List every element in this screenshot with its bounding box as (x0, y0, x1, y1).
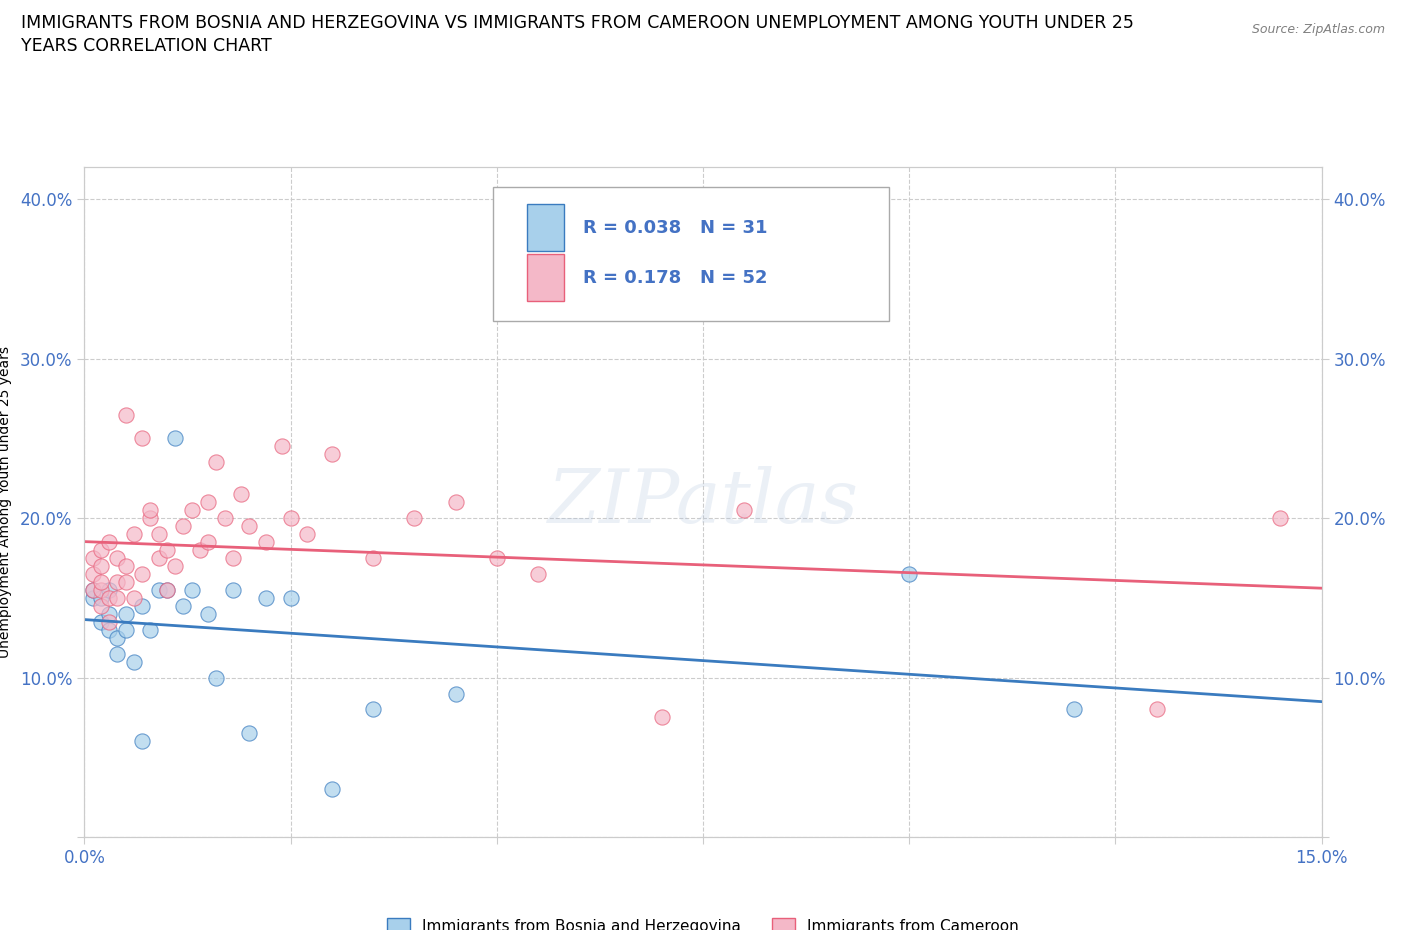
Point (1270, 511, 1292, 525)
Point (280, 591, 302, 605)
Text: YEARS CORRELATION CHART: YEARS CORRELATION CHART (21, 37, 271, 55)
Point (156, 582, 179, 597)
Point (444, 686, 467, 701)
Point (105, 575, 128, 590)
Point (214, 511, 236, 525)
Point (197, 606, 219, 621)
Text: ZIPatlas: ZIPatlas (547, 466, 859, 538)
Point (148, 582, 170, 597)
Point (105, 646, 128, 661)
Point (139, 511, 162, 525)
Point (82, 566, 104, 581)
Point (98, 622, 121, 637)
Text: R = 0.038   N = 31: R = 0.038 N = 31 (583, 219, 768, 236)
Point (156, 582, 179, 597)
Point (361, 551, 384, 565)
Point (139, 622, 162, 637)
Point (90, 582, 112, 597)
Legend: Immigrants from Bosnia and Herzegovina, Immigrants from Cameroon: Immigrants from Bosnia and Herzegovina, … (381, 911, 1025, 930)
Point (98, 582, 121, 597)
Point (197, 495, 219, 510)
Point (180, 503, 202, 518)
FancyBboxPatch shape (527, 255, 564, 301)
Point (148, 526, 170, 541)
Point (444, 495, 467, 510)
Point (254, 535, 277, 550)
Point (205, 455, 228, 470)
Point (114, 622, 136, 637)
Point (180, 582, 202, 597)
Point (165, 431, 187, 445)
Point (90, 542, 112, 557)
Point (90, 559, 112, 574)
Point (485, 551, 508, 565)
Point (131, 431, 153, 445)
Point (131, 598, 153, 613)
Point (165, 559, 187, 574)
Point (105, 591, 128, 605)
Point (321, 782, 343, 797)
Point (90, 591, 112, 605)
Point (139, 503, 162, 518)
Point (527, 566, 550, 581)
FancyBboxPatch shape (527, 205, 564, 251)
Point (82, 551, 104, 565)
Point (122, 654, 145, 669)
Point (229, 486, 252, 501)
Text: IMMIGRANTS FROM BOSNIA AND HERZEGOVINA VS IMMIGRANTS FROM CAMEROON UNEMPLOYMENT : IMMIGRANTS FROM BOSNIA AND HERZEGOVINA V… (21, 14, 1135, 32)
Point (898, 566, 921, 581)
Point (105, 631, 128, 645)
Point (404, 511, 426, 525)
Point (90, 598, 112, 613)
Point (105, 551, 128, 565)
Text: R = 0.178   N = 52: R = 0.178 N = 52 (583, 269, 768, 286)
Point (238, 519, 260, 534)
Point (122, 591, 145, 605)
Point (172, 598, 194, 613)
Text: Source: ZipAtlas.com: Source: ZipAtlas.com (1251, 23, 1385, 36)
Point (238, 726, 260, 741)
Point (1146, 702, 1168, 717)
Point (82, 582, 104, 597)
Y-axis label: Unemployment Among Youth under 25 years: Unemployment Among Youth under 25 years (0, 346, 11, 658)
Point (114, 559, 136, 574)
Point (148, 551, 170, 565)
Point (98, 615, 121, 630)
Point (295, 526, 318, 541)
Point (271, 439, 294, 454)
Point (280, 511, 302, 525)
Point (733, 503, 755, 518)
Point (205, 671, 228, 685)
Point (131, 566, 153, 581)
Point (172, 519, 194, 534)
Point (90, 615, 112, 630)
Point (114, 575, 136, 590)
Point (321, 447, 343, 462)
Point (98, 535, 121, 550)
Point (254, 591, 277, 605)
Point (1063, 702, 1085, 717)
Point (197, 535, 219, 550)
Point (122, 526, 145, 541)
FancyBboxPatch shape (492, 188, 889, 322)
Point (222, 582, 245, 597)
Point (361, 702, 384, 717)
Point (114, 606, 136, 621)
Point (82, 582, 104, 597)
Point (131, 734, 153, 749)
Point (222, 551, 245, 565)
Point (98, 606, 121, 621)
Point (82, 591, 104, 605)
Point (90, 575, 112, 590)
Point (156, 542, 179, 557)
Point (188, 542, 211, 557)
Point (98, 591, 121, 605)
Point (114, 407, 136, 422)
Point (651, 710, 673, 724)
